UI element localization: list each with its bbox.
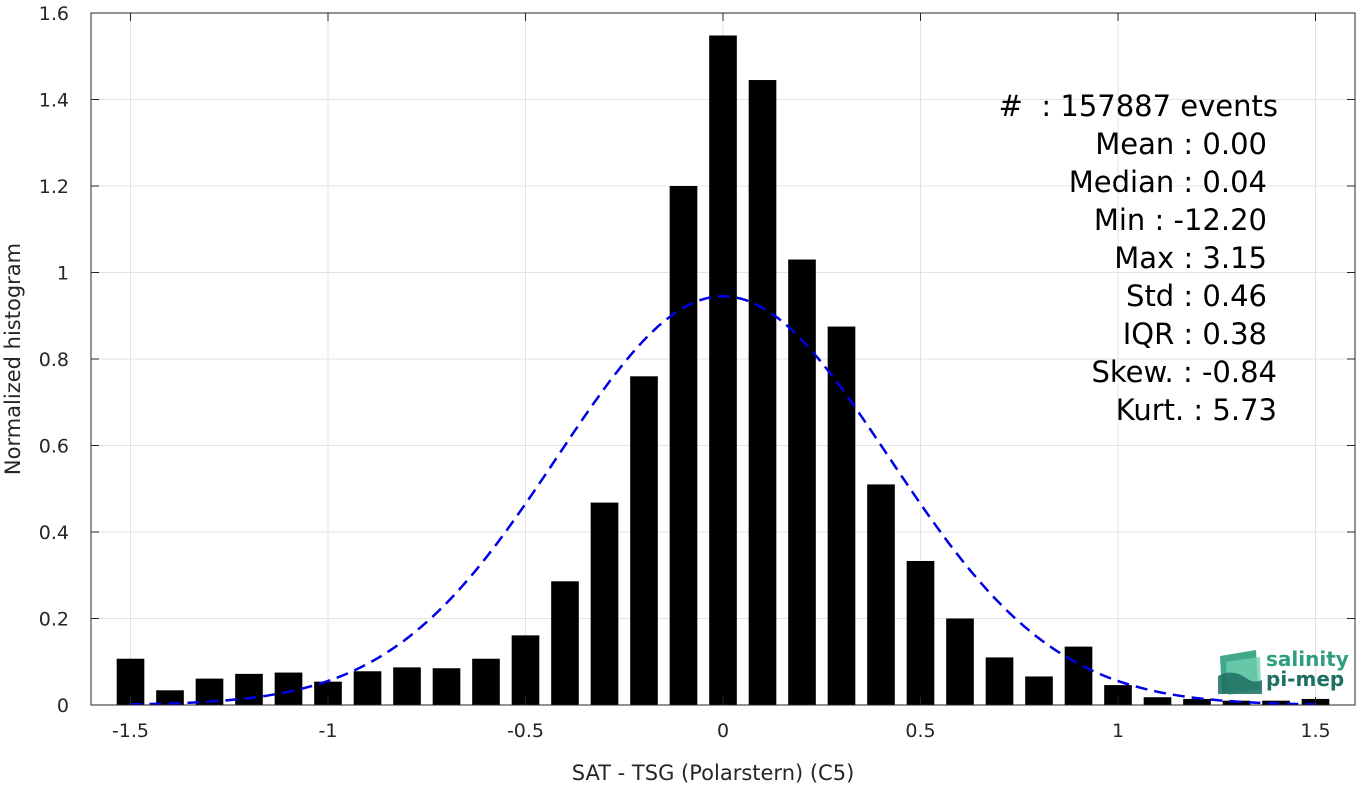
y-axis-label: Normalized histogram [1,243,25,475]
x-tick-label: 0 [717,720,729,742]
x-tick-label: -1 [319,720,338,742]
y-tick-label: 0.2 [39,609,69,631]
gaussian-fit-line [130,295,1316,706]
histogram-bar [551,581,579,705]
fit-curve [130,295,1316,706]
stat-std: Std : 0.46 [1126,279,1267,313]
histogram-bar [709,35,737,706]
y-tick-label: 1.4 [39,90,69,112]
histogram-bar [906,560,935,705]
stat-events: # : 157887 events [999,89,1278,123]
histogram-bar [1183,698,1211,705]
y-tick-label: 0.4 [39,522,69,544]
x-tick-label: 1.5 [1300,720,1330,742]
statistics-annotation: # : 157887 events Mean : 0.00 Median : 0… [999,89,1278,427]
y-tick-label: 0.8 [39,349,69,371]
histogram-bar [511,635,540,705]
logo-mark-icon [1218,650,1262,695]
stat-mean: Mean : 0.00 [1095,127,1267,161]
histogram-bar [867,484,895,705]
x-tick-label: 1 [1112,720,1124,742]
stat-max: Max : 3.15 [1114,241,1267,275]
salinity-pi-mep-logo: salinity pi-mep [1218,647,1349,695]
histogram-bar [353,671,382,705]
x-tick-labels: -1.5 -1 -0.5 0 0.5 1 1.5 [112,720,1331,742]
histogram-bar [1222,700,1251,705]
logo-text-salinity: salinity [1266,647,1349,671]
y-tick-label: 1.2 [39,176,69,198]
histogram-bar [1064,646,1093,705]
histogram-bar [274,672,303,705]
histogram-bar [432,668,461,705]
histogram-bar [669,186,698,705]
x-axis-label: SAT - TSG (Polarstern) (C5) [572,761,855,785]
histogram-bar [472,658,500,705]
stat-kurt: Kurt. : 5.73 [1116,393,1277,427]
histogram-bar [827,326,856,705]
x-tick-label: 0.5 [905,720,935,742]
histogram-bar [985,657,1014,705]
histogram-bar [156,690,184,705]
histogram-bar [235,673,263,705]
histogram-bar [314,681,342,705]
stat-median: Median : 0.04 [1069,165,1267,199]
histogram-bar [1025,676,1053,705]
y-tick-label: 1.6 [39,3,69,25]
stat-iqr: IQR : 0.38 [1123,317,1267,351]
stat-skew: Skew. : -0.84 [1091,355,1277,389]
histogram-bar [393,667,421,705]
histogram-bar [788,259,816,705]
logo-text-pi-mep: pi-mep [1266,667,1344,691]
ticks [91,12,1355,706]
y-tick-label: 0.6 [39,436,69,458]
x-tick-label: -0.5 [507,720,544,742]
y-tick-labels: 0 0.2 0.4 0.6 0.8 1 1.2 1.4 1.6 [39,3,69,717]
histogram-bar [590,502,619,705]
histogram-bar [748,80,777,706]
bars [116,35,1330,706]
y-tick-label: 1 [57,263,69,285]
histogram-bar [946,618,974,705]
histogram-bar [1143,697,1172,705]
stat-min: Min : -12.20 [1094,203,1267,237]
histogram-bar [1104,685,1132,705]
x-tick-label: -1.5 [112,720,149,742]
y-tick-label: 0 [57,695,69,717]
histogram-bar [630,376,658,705]
